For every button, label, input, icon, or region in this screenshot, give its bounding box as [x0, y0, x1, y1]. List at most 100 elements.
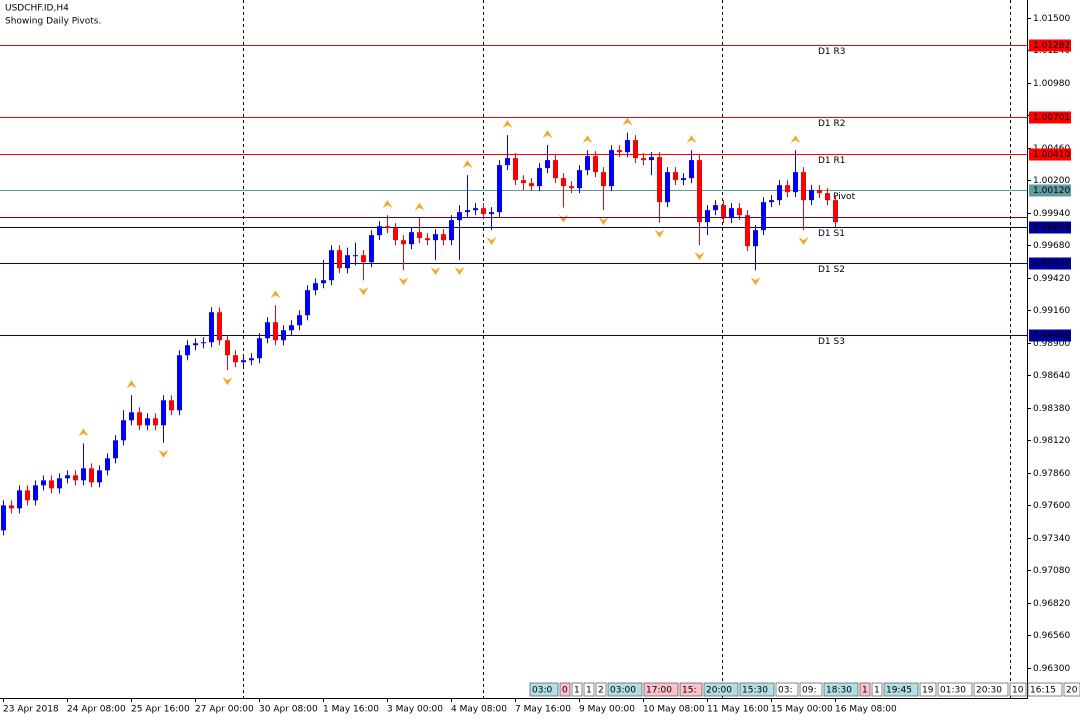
- candle-body: [345, 255, 350, 269]
- candle-body: [281, 330, 286, 341]
- candle-body: [385, 226, 390, 229]
- candle-body: [17, 490, 22, 509]
- session-button: [583, 682, 595, 697]
- y-tick-label: 1.00980: [1033, 79, 1070, 89]
- candle-body: [729, 208, 734, 219]
- x-tick-label: 11 May 16:00: [707, 705, 769, 715]
- candle-body: [41, 480, 46, 486]
- candle-body: [185, 345, 190, 356]
- fractal-down: [222, 377, 233, 386]
- fractal-down: [398, 277, 409, 286]
- candle-body: [833, 200, 838, 223]
- candle-body: [201, 342, 206, 344]
- candle-body: [465, 210, 470, 213]
- session-button: [799, 682, 823, 697]
- candle-body: [89, 468, 94, 483]
- candle-body: [817, 190, 822, 194]
- fractal-down: [694, 252, 705, 261]
- session-button-label: 18:30: [826, 686, 852, 696]
- candle-body: [625, 140, 630, 153]
- chart-subtitle: Showing Daily Pivots.: [5, 17, 101, 27]
- candle-body: [25, 490, 30, 501]
- y-tick-label: 0.98380: [1033, 404, 1070, 414]
- candle-body: [497, 165, 502, 213]
- y-tick-label: 0.96820: [1033, 599, 1070, 609]
- candle-body: [193, 343, 198, 346]
- session-button: [679, 682, 703, 697]
- pivot-price-box: [1029, 148, 1071, 161]
- candle-body: [433, 234, 438, 241]
- fractal-down: [486, 237, 497, 246]
- candle-body: [553, 160, 558, 179]
- candle-body: [441, 234, 446, 241]
- candle-body: [217, 312, 222, 341]
- candle-body: [633, 140, 638, 159]
- candle-body: [33, 485, 38, 501]
- chart-title: USDCHF.ID,H4: [5, 4, 69, 14]
- pivot-price-label: 1.01282: [1033, 41, 1070, 51]
- fractal-down: [358, 287, 369, 296]
- candle-body: [313, 283, 318, 291]
- pivot-price-label: 1.00410: [1033, 150, 1070, 160]
- pivot-price-label: 0.98958: [1033, 331, 1070, 341]
- session-button-label: 1: [574, 686, 580, 696]
- session-button-label: 2: [598, 686, 604, 696]
- candle-body: [169, 400, 174, 411]
- pivot-label: D1 R2: [818, 119, 846, 129]
- candle-body: [809, 190, 814, 201]
- y-tick-label: 0.98120: [1033, 436, 1070, 446]
- session-button-label: 0: [562, 686, 568, 696]
- session-button-label: 19: [922, 686, 934, 696]
- candle-body: [225, 340, 230, 356]
- candle-body: [121, 420, 126, 441]
- candle-body: [297, 315, 302, 326]
- x-tick-label: 9 May 00:00: [579, 705, 635, 715]
- pivot-price-box: [1029, 329, 1071, 342]
- candle-body: [721, 205, 726, 219]
- session-button-label: 17:00: [646, 686, 672, 696]
- session-button-label: 15:: [682, 686, 696, 696]
- session-button-label: 03:00: [610, 686, 636, 696]
- session-button: [871, 682, 883, 697]
- session-button: [973, 682, 1009, 697]
- candle-body: [105, 458, 110, 471]
- session-button-label: 20: [1066, 686, 1078, 696]
- pivot-price-box: [1029, 221, 1071, 234]
- candle-body: [425, 238, 430, 241]
- candle-body: [513, 158, 518, 181]
- candle-body: [777, 185, 782, 201]
- session-button: [1009, 682, 1027, 697]
- candle-body: [81, 468, 86, 481]
- candle-body: [657, 157, 662, 203]
- candle-body: [353, 255, 358, 257]
- candle-body: [57, 478, 62, 489]
- candle-body: [577, 170, 582, 189]
- session-button: [571, 682, 583, 697]
- x-tick-label: 23 Apr 2018: [3, 705, 59, 715]
- x-tick-label: 7 May 16:00: [515, 705, 571, 715]
- candle-body: [369, 235, 374, 263]
- fractal-up: [270, 290, 281, 299]
- fractal-down: [454, 267, 465, 276]
- candle-body: [129, 412, 134, 421]
- session-button-label: 03:: [778, 686, 792, 696]
- candle-body: [737, 208, 742, 216]
- candle-body: [705, 210, 710, 223]
- candle-body: [409, 232, 414, 245]
- candle-body: [361, 255, 366, 263]
- candle-body: [793, 172, 798, 193]
- fractal-up: [686, 135, 697, 144]
- candle-body: [393, 228, 398, 241]
- session-button-label: 15:30: [742, 686, 768, 696]
- session-button: [823, 682, 859, 697]
- candle-body: [745, 215, 750, 247]
- candle-body: [649, 157, 654, 161]
- candle-body: [481, 208, 486, 215]
- pivot-price-box: [1029, 257, 1071, 270]
- fractal-up: [622, 117, 633, 126]
- y-tick-label: 0.99940: [1033, 209, 1070, 219]
- fractal-up: [790, 135, 801, 144]
- x-tick-label: 1 May 16:00: [323, 705, 379, 715]
- candle-body: [161, 400, 166, 426]
